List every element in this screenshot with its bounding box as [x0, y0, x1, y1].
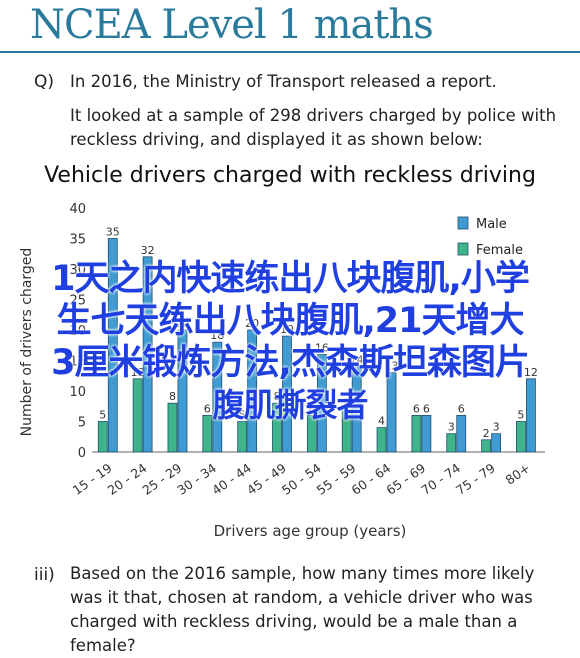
data-label-male: 12: [524, 366, 538, 379]
y-axis-label: Number of drivers charged: [19, 248, 35, 437]
data-label-female: 6: [308, 402, 315, 415]
data-label-female: 8: [274, 390, 281, 403]
data-label-female: 7: [343, 396, 350, 409]
bar-female-11: [481, 439, 491, 453]
overlay-line-2: 生七天练出八块腹肌,21天增大: [56, 301, 524, 341]
data-label-male: 19: [280, 323, 294, 336]
data-label-female: 5: [517, 409, 524, 422]
data-label-male: 6: [458, 402, 465, 415]
x-tick-label: 55 - 59: [314, 460, 359, 498]
bar-male-12: [526, 378, 536, 453]
bar-female-12: [516, 421, 526, 453]
bar-male-7: [351, 366, 362, 453]
bar-female-4: [237, 421, 248, 453]
bar-female-1: [132, 378, 143, 453]
data-label-female: 6: [413, 402, 420, 415]
x-tick-label: 80+: [503, 460, 533, 487]
banner-title: NCEA Level 1 maths: [30, 2, 434, 48]
bar-male-8: [386, 372, 397, 453]
legend-label-male: Male: [476, 217, 507, 232]
y-tick-label: 5: [78, 416, 86, 431]
banner: NCEA Level 1 maths: [0, 0, 580, 54]
x-tick-label: 25 - 29: [139, 460, 184, 498]
data-label-female: 5: [99, 409, 106, 422]
legend: Male Female: [457, 216, 523, 258]
question-line-2: It looked at a sample of 298 drivers cha…: [70, 106, 557, 149]
banner-rule: [0, 51, 580, 53]
data-label-male: 16: [315, 341, 329, 354]
data-label-male: 20: [245, 317, 259, 330]
data-label-male: 32: [141, 244, 155, 257]
x-tick-label: 60 - 64: [349, 460, 394, 498]
y-tick-label: 10: [69, 385, 86, 400]
x-tick-label: 20 - 24: [105, 460, 150, 498]
data-label-female: 4: [378, 415, 385, 428]
y-tick-label: 35: [69, 233, 86, 248]
data-label-female: 5: [239, 409, 246, 422]
bar-female-10: [446, 433, 457, 453]
bar-male-4: [247, 329, 258, 453]
data-label-male: 13: [385, 360, 399, 373]
bar-female-7: [341, 408, 352, 453]
chart-title: Vehicle drivers charged with reckless dr…: [44, 163, 536, 188]
data-label-female: 6: [204, 402, 211, 415]
data-label-male: 35: [106, 226, 120, 239]
bar-female-9: [411, 414, 422, 453]
data-label-male: 18: [210, 329, 224, 342]
data-label-male: 6: [423, 402, 430, 415]
x-tick-label: 65 - 69: [383, 460, 428, 498]
data-label-female: 2: [483, 427, 490, 440]
bar-female-0: [97, 421, 108, 453]
watermark-overlay: 1天之内快速练出八块腹肌,小学 生七天练出八块腹肌,21天增大 3厘米锻炼方法,…: [0, 258, 580, 426]
legend-swatch-male: [457, 216, 469, 230]
bar-female-3: [202, 414, 213, 453]
data-label-male: 3: [493, 421, 500, 434]
y-tick-label: 0: [78, 446, 86, 461]
x-tick-label: 45 - 49: [244, 460, 289, 498]
y-tick-label: 30: [69, 263, 86, 278]
data-label-female: 12: [131, 366, 145, 379]
y-tick-label: 40: [69, 202, 86, 217]
legend-label-female: Female: [476, 243, 523, 258]
bar-male-10: [456, 414, 467, 453]
bar-male-11: [491, 433, 501, 453]
y-tick-label: 15: [69, 355, 86, 370]
question-line-1: In 2016, the Ministry of Transport relea…: [70, 72, 497, 91]
bar-male-2: [177, 329, 188, 453]
bar-male-0: [107, 238, 118, 453]
bar-male-3: [212, 341, 223, 453]
overlay-line-3: 3厘米锻炼方法,杰森斯坦森图片: [51, 343, 530, 383]
bar-male-1: [142, 256, 153, 453]
bar-female-5: [272, 402, 282, 453]
x-tick-label: 50 - 54: [279, 460, 324, 498]
y-tick-label: 20: [69, 324, 86, 339]
overlay-line-1: 1天之内快速练出八块腹肌,小学: [51, 259, 530, 299]
bar-female-8: [376, 427, 387, 453]
bar-male-6: [316, 353, 327, 453]
data-label-female: 3: [448, 421, 455, 434]
x-tick-label: 40 - 44: [209, 460, 254, 498]
x-tick-label: 75 - 79: [453, 460, 498, 498]
part-question-text: Based on the 2016 sample, how many times…: [70, 564, 535, 655]
bar-female-2: [167, 402, 178, 453]
bar-male-9: [421, 414, 432, 453]
x-axis-label: Drivers age group (years): [214, 522, 407, 540]
x-tick-label: 30 - 34: [174, 460, 219, 498]
legend-swatch-female: [457, 242, 469, 256]
y-tick-label: 25: [69, 294, 86, 309]
overlay-line-4: 腹肌撕裂者: [212, 386, 368, 424]
x-tick-label: 15 - 19: [70, 460, 115, 498]
part-number: iii): [34, 565, 55, 585]
data-label-male: 14: [350, 354, 364, 367]
question-number: Q): [34, 72, 55, 92]
x-tick-label: 70 - 74: [418, 460, 463, 498]
data-label-female: 8: [169, 390, 176, 403]
bar-male-5: [282, 335, 292, 453]
data-label-male: 20: [175, 317, 189, 330]
bar-female-6: [306, 414, 317, 453]
